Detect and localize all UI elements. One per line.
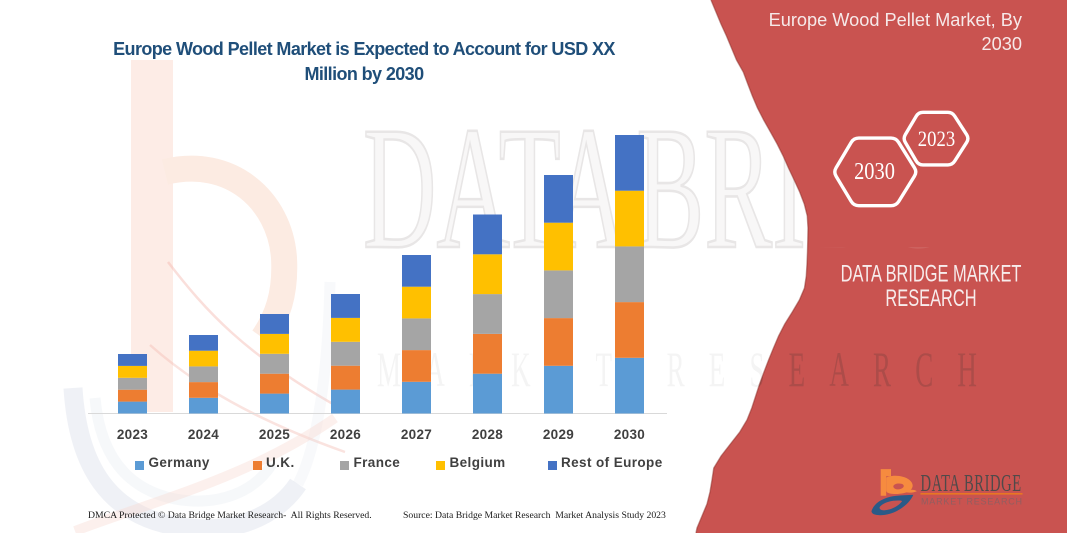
svg-text:RESEARCH: RESEARCH: [885, 285, 976, 312]
svg-text:2023: 2023: [918, 128, 955, 152]
svg-text:MARKET RESEARCH: MARKET RESEARCH: [921, 497, 1023, 507]
svg-text:DATA BRIDGE MARKET: DATA BRIDGE MARKET: [841, 260, 1022, 287]
svg-text:DATA BRIDGE: DATA BRIDGE: [921, 471, 1022, 498]
svg-text:2030: 2030: [854, 157, 895, 184]
svg-text:DATA BRIDGE: DATA BRIDGE: [363, 92, 1015, 287]
